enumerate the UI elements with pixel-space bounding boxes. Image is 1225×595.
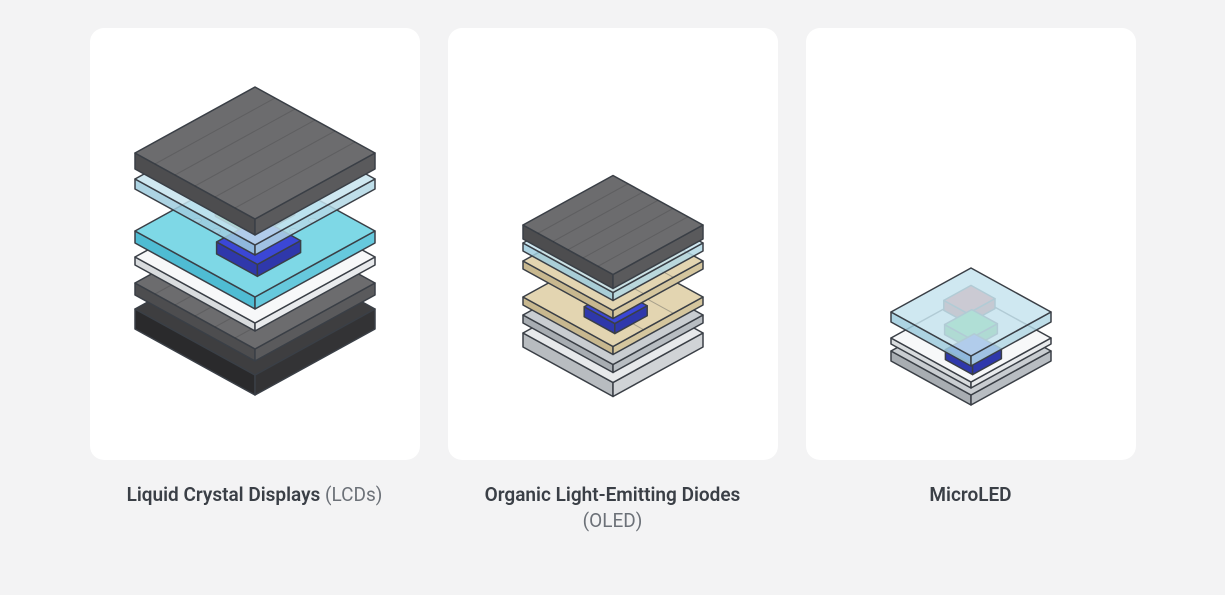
card-oled	[448, 28, 778, 460]
caption-lcd: Liquid Crystal Displays (LCDs)	[127, 482, 383, 508]
panel-microled: MicroLED	[806, 28, 1136, 533]
caption-lcd-light: (LCDs)	[320, 483, 382, 506]
card-microled	[806, 28, 1136, 460]
panel-oled: Organic Light-Emitting Diodes (OLED)	[448, 28, 778, 533]
caption-microled: MicroLED	[929, 482, 1011, 508]
card-lcd	[90, 28, 420, 460]
panels-row: Liquid Crystal Displays (LCDs) Organic L…	[90, 28, 1136, 533]
caption-oled: Organic Light-Emitting Diodes (OLED)	[463, 482, 763, 533]
caption-oled-bold: Organic Light-Emitting Diodes	[485, 483, 741, 506]
panel-lcd: Liquid Crystal Displays (LCDs)	[90, 28, 420, 533]
microled-stack-icon	[806, 28, 1136, 460]
lcd-stack-icon	[90, 28, 420, 460]
caption-lcd-bold: Liquid Crystal Displays	[127, 483, 321, 506]
oled-stack-icon	[448, 28, 778, 460]
caption-microled-bold: MicroLED	[929, 483, 1011, 506]
caption-oled-light: (OLED)	[583, 509, 643, 532]
